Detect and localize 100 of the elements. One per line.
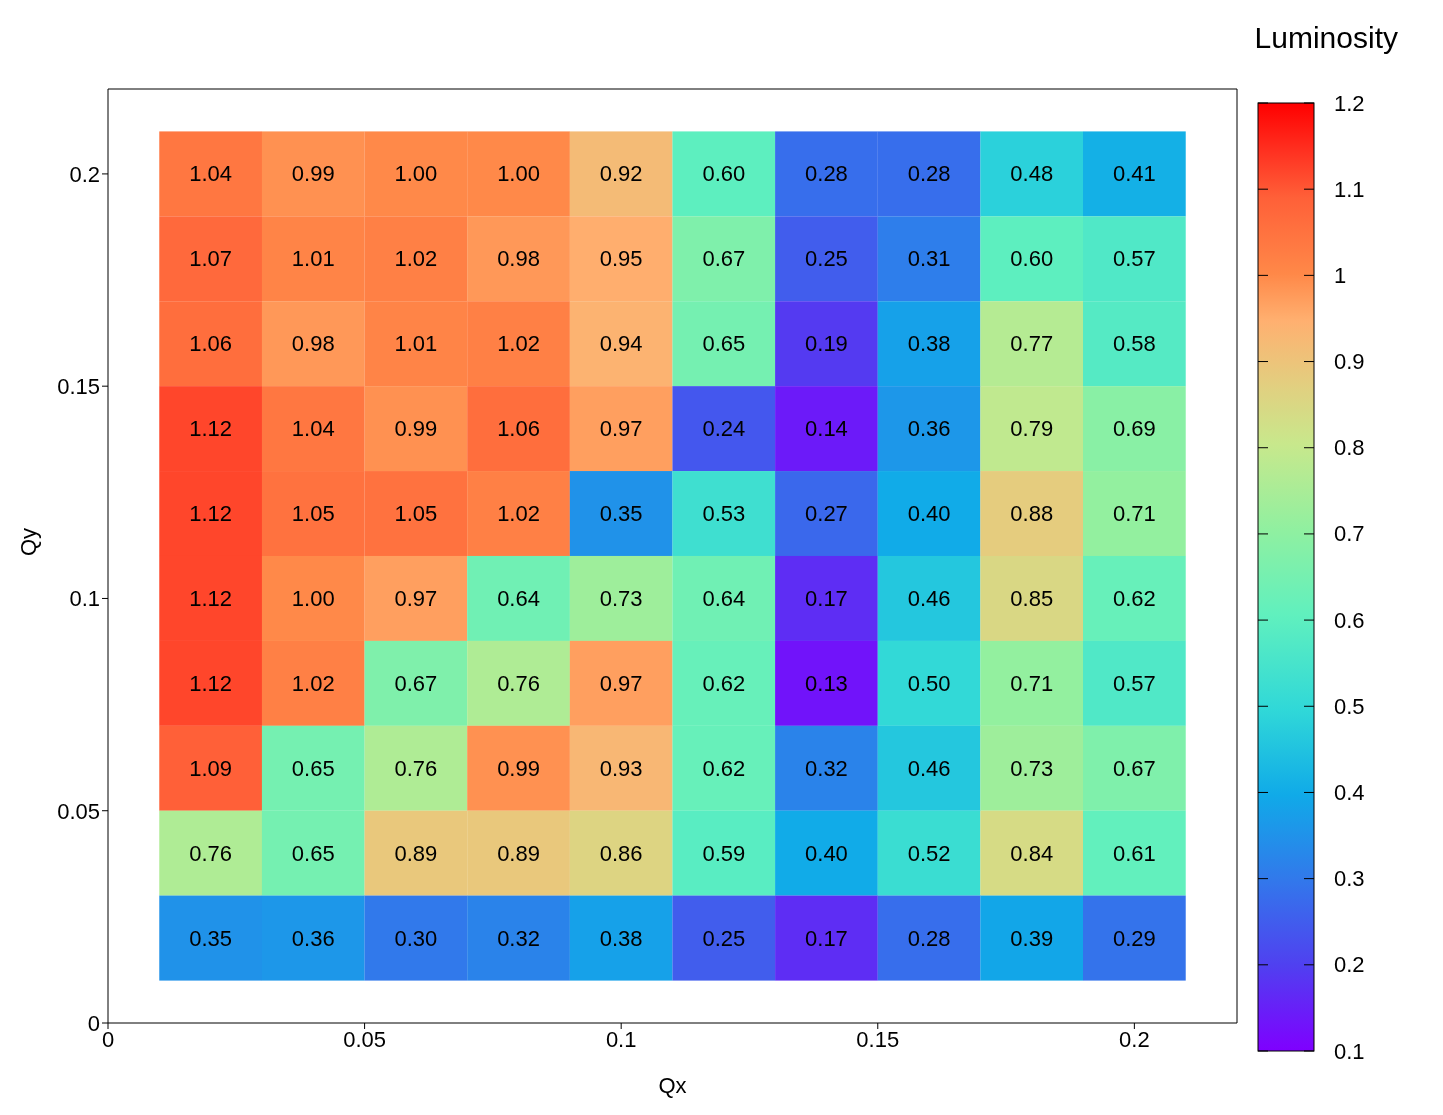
data-label: 1.00 [394, 161, 438, 187]
data-label: 0.92 [599, 161, 643, 187]
data-label: 0.86 [599, 840, 643, 866]
data-label: 0.14 [805, 416, 848, 442]
y-tick-label: 0.15 [57, 373, 100, 399]
color-bar-label: 1.1 [1334, 176, 1365, 202]
color-bar-label: 0.6 [1334, 607, 1365, 633]
data-label: 0.71 [1010, 670, 1054, 696]
data-label: 0.61 [1112, 840, 1156, 866]
data-label: 1.05 [394, 501, 438, 527]
data-label: 1.12 [189, 585, 233, 611]
data-label: 0.71 [1112, 501, 1156, 527]
data-label: 0.52 [907, 840, 951, 866]
data-label: 0.32 [497, 925, 540, 951]
data-label: 0.29 [1112, 925, 1156, 951]
data-label: 0.19 [805, 331, 848, 357]
data-label: 0.64 [497, 585, 540, 611]
data-label: 0.73 [599, 585, 643, 611]
x-tick-label: 0.15 [856, 1026, 900, 1052]
data-label: 0.62 [1112, 585, 1156, 611]
data-label: 1.06 [189, 331, 233, 357]
data-label: 0.98 [497, 246, 540, 272]
x-tick-label: 0.05 [343, 1026, 386, 1052]
data-label: 0.39 [1010, 925, 1054, 951]
data-label: 0.65 [291, 755, 335, 781]
data-label: 0.28 [907, 925, 951, 951]
data-label: 0.65 [702, 331, 746, 357]
color-bar-label: 0.8 [1334, 435, 1365, 461]
data-label: 0.31 [907, 246, 951, 272]
data-label: 1.00 [497, 161, 540, 187]
data-label: 0.77 [1010, 331, 1054, 357]
x-tick-label: 0.2 [1119, 1026, 1150, 1052]
data-label: 1.01 [394, 331, 438, 357]
data-label: 0.95 [599, 246, 643, 272]
data-label: 1.07 [189, 246, 233, 272]
data-label: 0.38 [907, 331, 951, 357]
color-bar-label: 0.3 [1334, 866, 1365, 892]
data-label: 0.99 [291, 161, 335, 187]
data-label: 0.46 [907, 755, 951, 781]
color-bar-label: 1 [1334, 262, 1347, 288]
data-label: 0.27 [805, 501, 848, 527]
data-label: 0.89 [497, 840, 540, 866]
data-label: 0.97 [599, 670, 643, 696]
y-tick-label: 0.05 [57, 798, 100, 824]
data-label: 1.02 [497, 501, 540, 527]
data-label: 1.00 [291, 585, 335, 611]
data-label: 1.05 [291, 501, 335, 527]
data-label: 0.32 [805, 755, 848, 781]
data-label: 0.36 [907, 416, 951, 442]
data-label: 0.93 [599, 755, 643, 781]
data-label: 0.40 [805, 840, 848, 866]
data-label: 0.60 [1010, 246, 1054, 272]
data-label: 0.46 [907, 585, 951, 611]
y-tick-label: 0.2 [69, 161, 100, 187]
data-label: 1.02 [394, 246, 438, 272]
data-label: 1.09 [189, 755, 233, 781]
color-bar-label: 1.2 [1334, 90, 1365, 116]
y-tick-label: 0.1 [69, 586, 100, 612]
x-tick-label: 0.1 [605, 1026, 637, 1052]
data-label: 1.02 [497, 331, 540, 357]
data-label: 1.12 [189, 416, 233, 442]
data-label: 1.04 [291, 416, 335, 442]
color-bar-label: 0.2 [1334, 952, 1365, 978]
data-label: 0.30 [394, 925, 438, 951]
data-label: 0.94 [599, 331, 643, 357]
data-label: 0.38 [599, 925, 643, 951]
color-bar-title: Luminosity [1254, 21, 1398, 54]
data-label: 0.28 [907, 161, 951, 187]
data-label: 0.17 [805, 585, 848, 611]
data-label: 0.97 [394, 585, 438, 611]
data-label: 0.35 [599, 501, 643, 527]
data-label: 0.57 [1112, 670, 1156, 696]
y-tick-label: 0 [87, 1010, 100, 1036]
data-label: 0.40 [907, 501, 951, 527]
data-label: 0.36 [291, 925, 335, 951]
data-label: 0.60 [702, 161, 746, 187]
data-label: 0.25 [702, 925, 746, 951]
color-bar-label: 0.5 [1334, 693, 1365, 719]
data-label: 0.84 [1010, 840, 1054, 866]
data-label: 0.28 [805, 161, 848, 187]
data-label: 0.76 [189, 840, 233, 866]
data-label: 0.88 [1010, 501, 1054, 527]
data-label: 1.12 [189, 670, 233, 696]
data-label: 0.50 [907, 670, 951, 696]
data-label: 0.85 [1010, 585, 1054, 611]
color-bar-label: 0.4 [1334, 779, 1365, 805]
data-label: 0.99 [497, 755, 540, 781]
data-label: 0.99 [394, 416, 438, 442]
data-label: 0.64 [702, 585, 746, 611]
data-label: 0.76 [497, 670, 540, 696]
data-label: 0.76 [394, 755, 438, 781]
data-label: 0.97 [599, 416, 643, 442]
color-bar-label: 0.7 [1334, 521, 1365, 547]
data-label: 0.67 [1112, 755, 1156, 781]
data-label: 0.59 [702, 840, 746, 866]
data-label: 0.62 [702, 670, 746, 696]
data-label: 0.79 [1010, 416, 1054, 442]
data-label: 0.69 [1112, 416, 1156, 442]
data-label: 0.24 [702, 416, 746, 442]
data-label: 1.12 [189, 501, 233, 527]
